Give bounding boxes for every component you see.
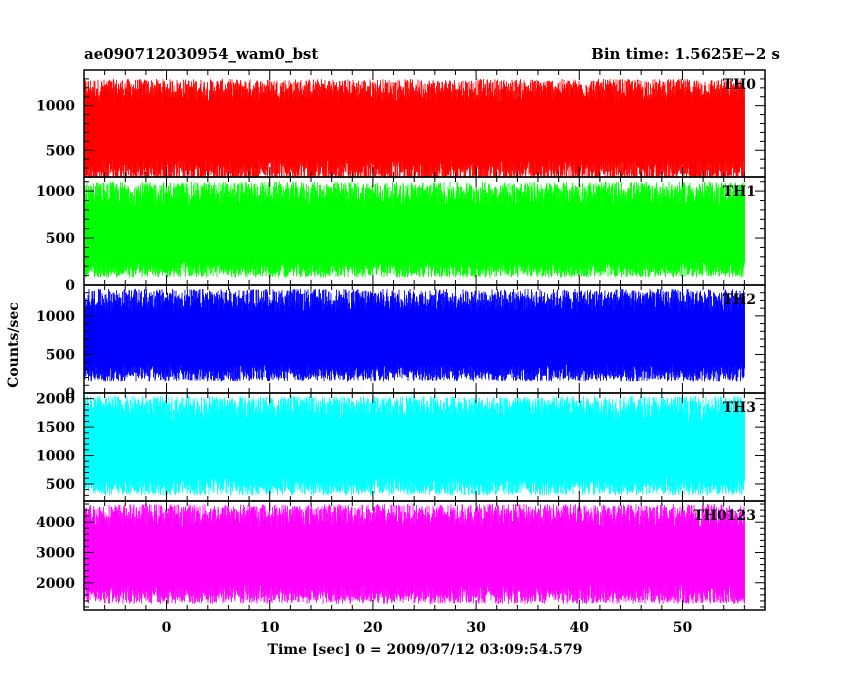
panels: 500 1000 TH0 0 500 1000 TH1 0 500 1000 TH2 500 1000 1… — [36, 69, 766, 611]
y-tick-label: 4000 — [36, 515, 75, 531]
y-tick-label: 1000 — [36, 184, 75, 200]
y-tick-label: 2000 — [36, 392, 75, 408]
series-th1 — [83, 181, 745, 278]
panel-label: TH0123 — [693, 508, 756, 524]
y-tick-label: 2000 — [36, 576, 75, 592]
panel-th0: 500 1000 TH0 — [36, 69, 766, 178]
y-tick-label: 1000 — [36, 309, 75, 325]
x-axis-label: Time [sec] 0 = 2009/07/12 03:09:54.579 — [268, 642, 583, 658]
panel-th1: 0 500 1000 TH1 — [36, 176, 766, 294]
chart-title: ae090712030954_wam0_bst — [84, 45, 318, 63]
panel-th2: 0 500 1000 TH2 — [36, 284, 766, 402]
bin-time-label: Bin time: 1.5625E−2 s — [591, 45, 780, 63]
x-tick-label: 40 — [570, 620, 590, 636]
y-tick-label: 500 — [46, 231, 75, 247]
x-tick-label: 10 — [260, 620, 280, 636]
panel-label: TH0 — [723, 77, 757, 93]
panel-frame — [83, 500, 766, 611]
x-axis: 0 10 20 30 40 50 — [162, 620, 693, 636]
x-tick-label: 50 — [673, 620, 693, 636]
panel-label: TH3 — [723, 400, 756, 416]
y-tick-label: 1500 — [36, 420, 75, 436]
x-tick-label: 0 — [162, 620, 172, 636]
panel-label: TH2 — [723, 292, 756, 308]
panel-th3: 500 1000 1500 2000 TH3 — [36, 392, 766, 502]
x-tick-label: 30 — [466, 620, 486, 636]
y-tick-label: 0 — [65, 278, 75, 294]
y-tick-label: 500 — [46, 347, 75, 363]
series-th0123 — [83, 504, 745, 604]
y-tick-label: 1000 — [36, 449, 75, 465]
x-tick-label: 20 — [363, 620, 383, 636]
series-th2 — [83, 288, 745, 382]
panel-th0123: 2000 3000 4000 TH0123 — [36, 500, 766, 611]
y-tick-label: 500 — [46, 477, 75, 493]
y-tick-label: 0 — [65, 386, 75, 402]
y-axis-label: Counts/sec — [6, 302, 22, 388]
panel-label: TH1 — [723, 184, 756, 200]
y-tick-label: 1000 — [36, 99, 75, 115]
y-tick-label: 3000 — [36, 545, 75, 561]
y-tick-label: 500 — [46, 143, 75, 159]
series-th0 — [83, 78, 745, 177]
series-th3 — [83, 395, 745, 496]
